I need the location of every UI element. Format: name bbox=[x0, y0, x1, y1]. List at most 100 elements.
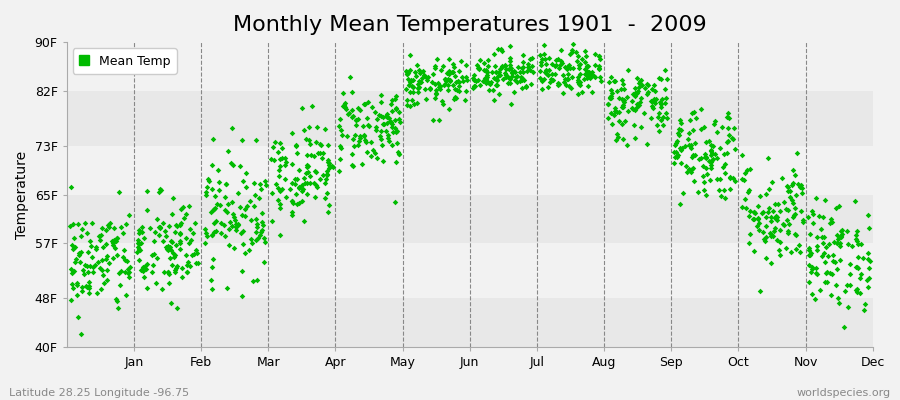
Point bbox=[386, 129, 400, 136]
Point bbox=[670, 154, 684, 160]
Point bbox=[168, 268, 183, 275]
Point bbox=[81, 269, 95, 276]
Point bbox=[199, 192, 213, 198]
Point bbox=[406, 84, 420, 90]
Point bbox=[686, 152, 700, 158]
Point bbox=[138, 262, 152, 269]
Point bbox=[465, 85, 480, 91]
Point bbox=[548, 56, 562, 63]
Point bbox=[702, 158, 716, 164]
Point bbox=[162, 280, 176, 286]
Point bbox=[150, 216, 165, 222]
Point bbox=[482, 63, 496, 70]
Point bbox=[74, 249, 88, 255]
Point bbox=[571, 79, 585, 85]
Point bbox=[758, 238, 772, 244]
Point bbox=[534, 59, 548, 65]
Point bbox=[428, 90, 443, 96]
Point bbox=[734, 176, 749, 182]
Point bbox=[361, 122, 375, 128]
Point bbox=[632, 84, 646, 90]
Point bbox=[403, 89, 418, 96]
Point bbox=[720, 138, 734, 145]
Point bbox=[726, 136, 741, 143]
Point bbox=[545, 70, 560, 77]
Point bbox=[710, 129, 724, 135]
Point bbox=[389, 92, 403, 99]
Point bbox=[284, 130, 299, 137]
Point bbox=[841, 241, 855, 248]
Point bbox=[229, 224, 243, 230]
Point bbox=[176, 204, 191, 210]
Point bbox=[96, 272, 111, 278]
Point bbox=[850, 264, 864, 270]
Point bbox=[213, 230, 228, 236]
Point bbox=[356, 123, 370, 130]
Point bbox=[704, 147, 718, 153]
Point bbox=[796, 217, 810, 224]
Point bbox=[819, 270, 833, 276]
Point bbox=[853, 271, 868, 278]
Point bbox=[446, 68, 460, 75]
Bar bbox=[67, 91, 873, 146]
Point bbox=[607, 78, 621, 84]
Point bbox=[459, 88, 473, 94]
Point bbox=[537, 41, 552, 48]
Point bbox=[97, 280, 112, 286]
Point bbox=[499, 74, 513, 80]
Point bbox=[603, 94, 617, 101]
Point bbox=[90, 259, 104, 265]
Point bbox=[360, 149, 374, 155]
Point bbox=[168, 229, 183, 236]
Point bbox=[714, 193, 728, 199]
Point bbox=[525, 63, 539, 70]
Point bbox=[480, 78, 494, 84]
Point bbox=[825, 252, 840, 258]
Point bbox=[410, 100, 424, 106]
Point bbox=[802, 245, 816, 252]
Point bbox=[616, 97, 630, 104]
Point bbox=[632, 80, 646, 86]
Point bbox=[734, 152, 749, 158]
Point bbox=[858, 301, 872, 308]
Point bbox=[704, 165, 718, 172]
Point bbox=[320, 172, 334, 178]
Point bbox=[284, 161, 299, 167]
Point bbox=[370, 155, 384, 162]
Point bbox=[593, 56, 608, 62]
Point bbox=[850, 238, 865, 244]
Point bbox=[244, 217, 258, 223]
Point bbox=[561, 76, 575, 82]
Point bbox=[521, 61, 535, 67]
Point bbox=[812, 213, 826, 220]
Point bbox=[504, 101, 518, 108]
Point bbox=[477, 75, 491, 82]
Point bbox=[334, 127, 348, 134]
Point bbox=[831, 236, 845, 243]
Point bbox=[273, 140, 287, 146]
Point bbox=[356, 133, 371, 139]
Point bbox=[516, 52, 530, 58]
Point bbox=[104, 220, 118, 227]
Point bbox=[198, 240, 212, 246]
Point bbox=[520, 68, 535, 74]
Point bbox=[770, 213, 784, 220]
Point bbox=[503, 42, 517, 49]
Point bbox=[792, 241, 806, 248]
Point bbox=[64, 280, 78, 287]
Point bbox=[373, 133, 387, 139]
Point bbox=[207, 219, 221, 226]
Point bbox=[628, 135, 643, 142]
Point bbox=[115, 230, 130, 236]
Point bbox=[257, 239, 272, 246]
Point bbox=[558, 64, 572, 70]
Point bbox=[472, 66, 486, 72]
Point bbox=[131, 237, 146, 243]
Text: Latitude 28.25 Longitude -96.75: Latitude 28.25 Longitude -96.75 bbox=[9, 388, 189, 398]
Point bbox=[573, 71, 588, 78]
Point bbox=[302, 163, 316, 170]
Point bbox=[653, 117, 668, 124]
Point bbox=[491, 73, 505, 79]
Point bbox=[515, 85, 529, 92]
Point bbox=[416, 68, 430, 74]
